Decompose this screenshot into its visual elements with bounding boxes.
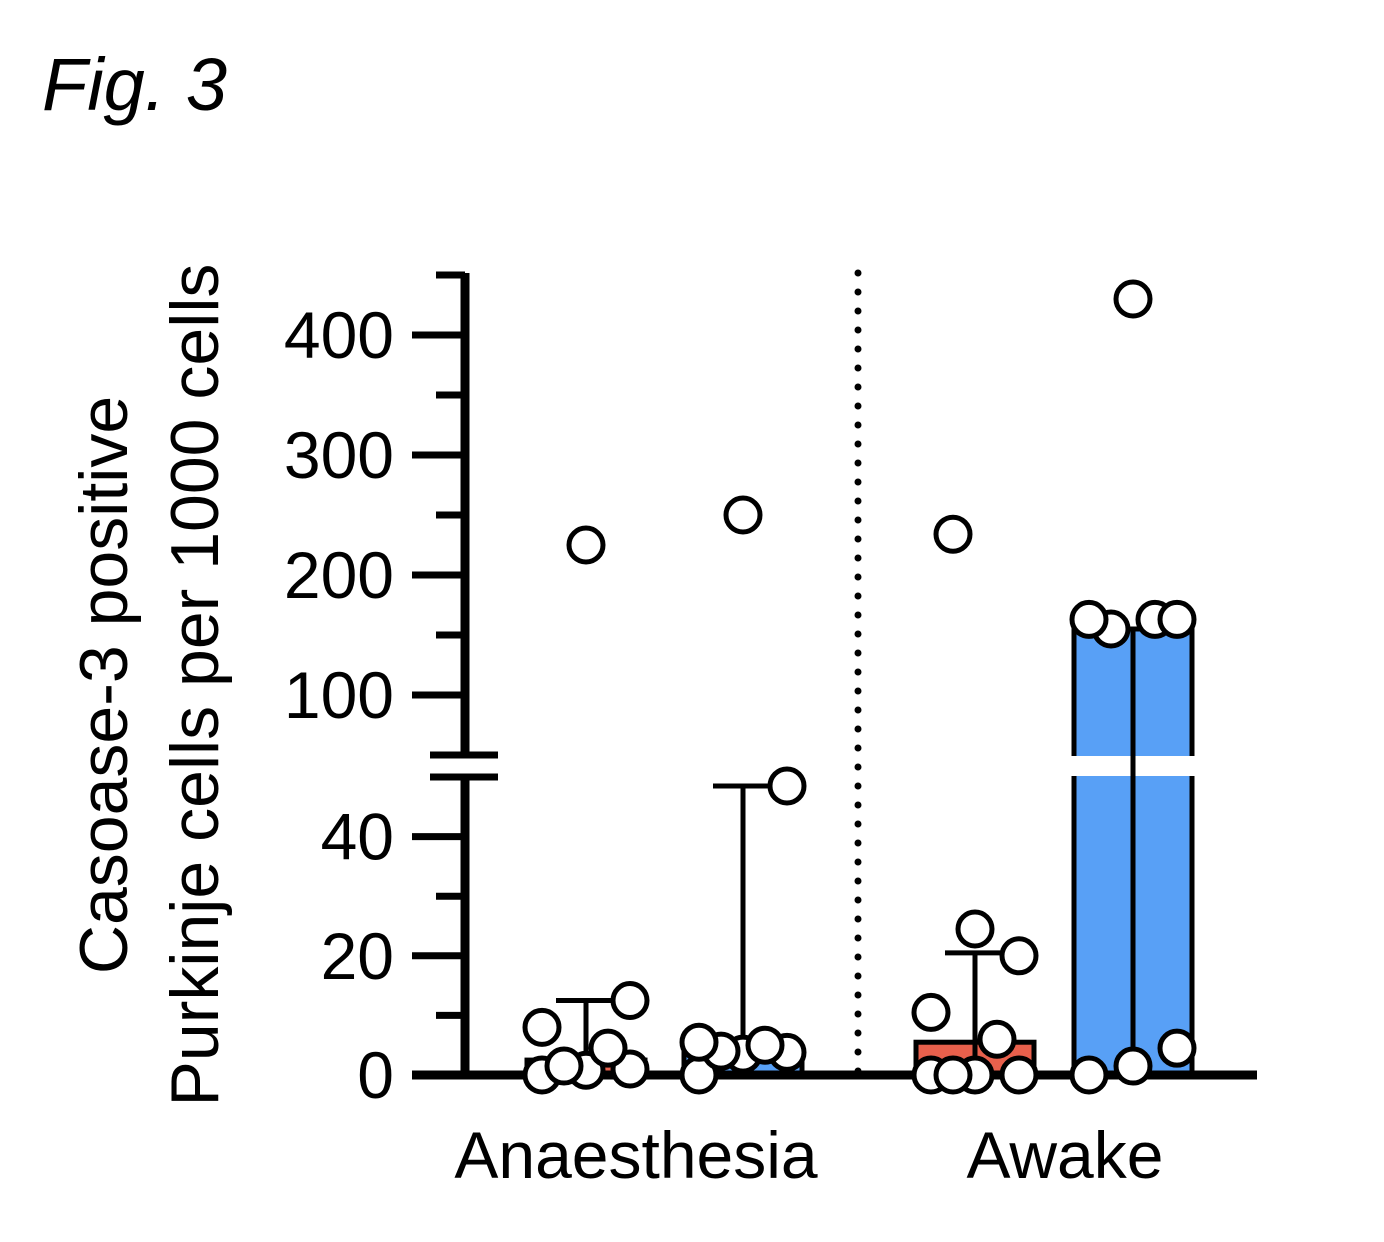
figure-label: Fig. 3 [42,43,228,126]
y-tick-label: 100 [284,658,394,732]
data-point [1069,1055,1109,1095]
data-point [1069,599,1109,639]
data-point [679,1022,719,1062]
data-point [723,495,763,535]
data-point [911,992,951,1032]
data-point [933,1055,973,1095]
data-point [1113,1046,1153,1086]
y-tick-label: 400 [284,298,394,372]
data-point [745,1025,785,1065]
data-point [1157,1028,1197,1068]
y-tick-label: 20 [321,919,394,993]
x-category-label: Anaesthesia [454,1118,818,1192]
data-point [999,1055,1039,1095]
y-axis-label-line-1: Casoase-3 positive [66,396,142,974]
y-tick-label: 0 [357,1038,394,1112]
data-point [933,514,973,554]
data-point [544,1046,584,1086]
data-point [999,936,1039,976]
data-point [1157,599,1197,639]
data-point [566,525,606,565]
data-point [1113,279,1153,319]
data-point [977,1019,1017,1059]
x-category-label: Awake [967,1118,1164,1192]
data-point [767,766,807,806]
data-point [522,1007,562,1047]
y-axis-label: Casoase-3 positive Purkinje cells per 10… [66,264,233,1107]
y-tick-label: 200 [284,538,394,612]
y-tick-label: 300 [284,418,394,492]
y-tick-label: 40 [321,800,394,874]
y-axis-label-line-2: Purkinje cells per 1000 cells [157,264,233,1107]
data-point [955,909,995,949]
data-point [610,981,650,1020]
data-point [588,1028,628,1068]
